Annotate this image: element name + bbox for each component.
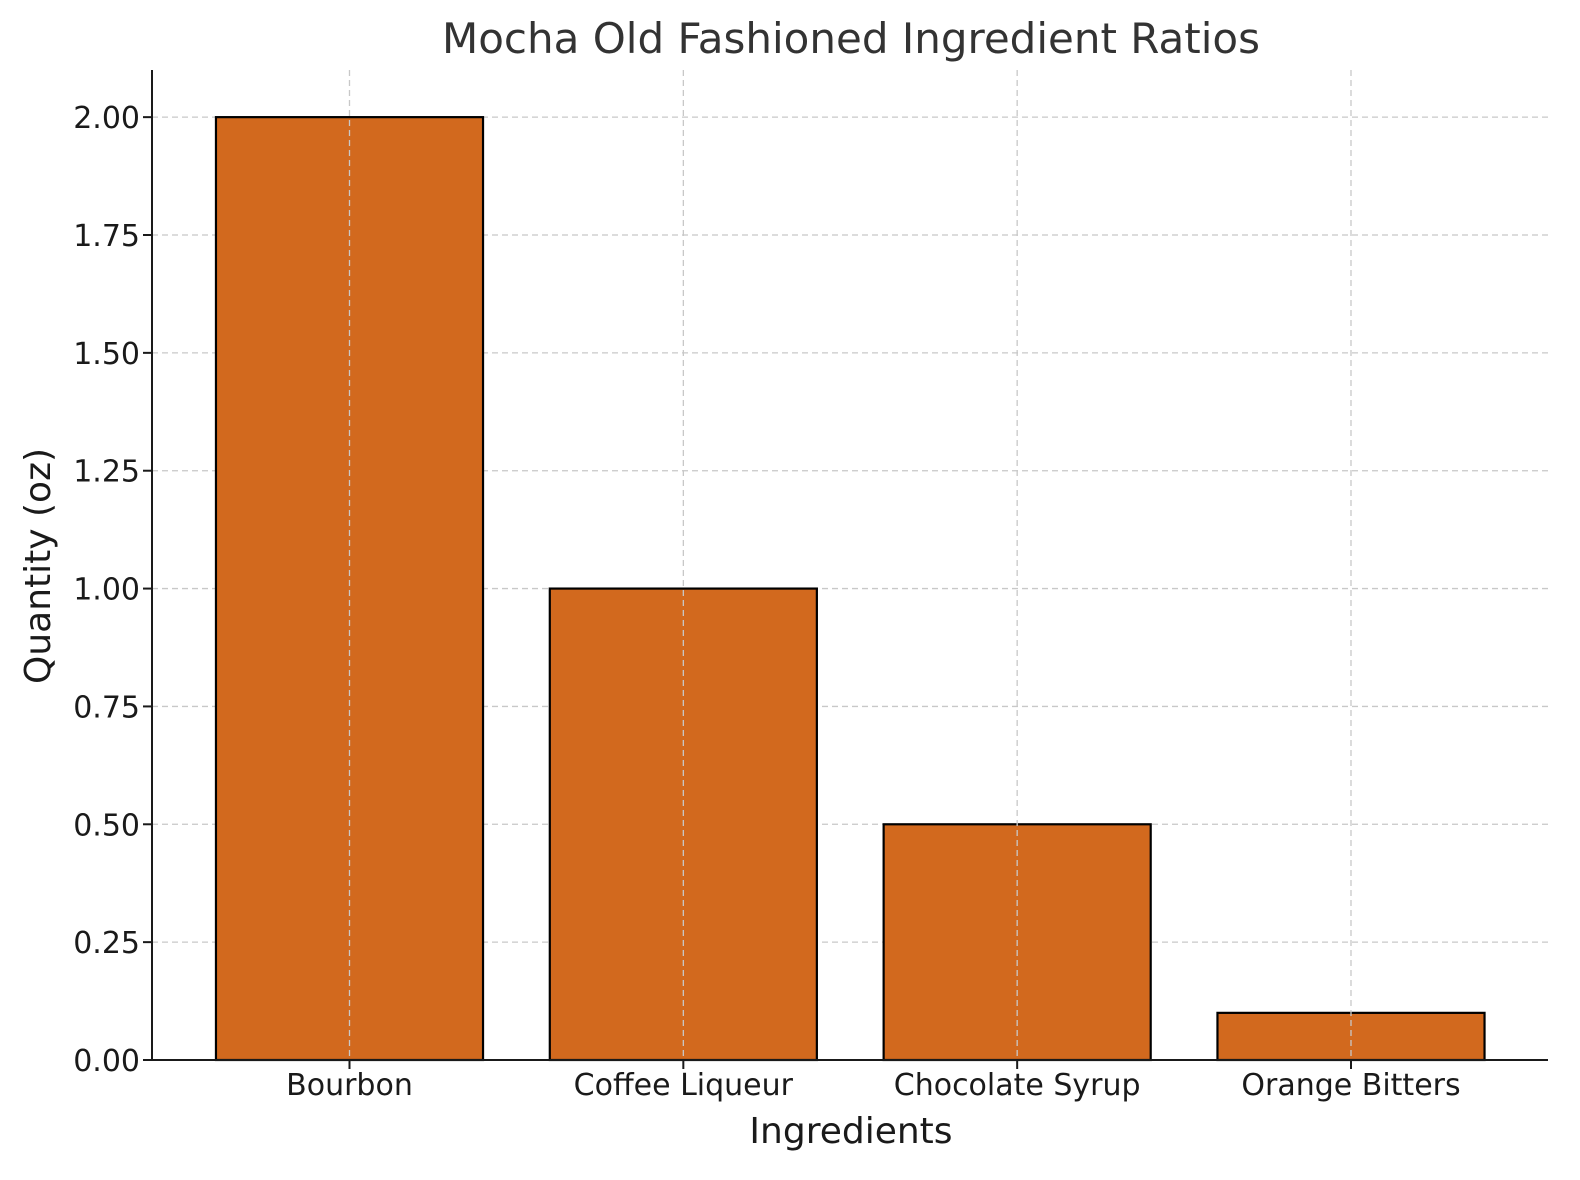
bar-bourbon — [214, 116, 485, 1062]
x-ticks-layer: Bourbon Coffee Liqueur Chocolate Syrup Oran… — [286, 1060, 1461, 1103]
y-tick-label: 1.50 — [73, 337, 140, 372]
y-tick-label: 2.00 — [73, 101, 140, 136]
y-ticks-layer: 0.00 0.25 0.50 0.75 1.00 1.25 1.50 1.75 2.00 — [73, 101, 152, 1079]
chart-title: Mocha Old Fashioned Ingredient Ratios — [442, 14, 1260, 63]
x-tick-label: Orange Bitters — [1241, 1068, 1460, 1103]
y-axis-label: Quantity (oz) — [18, 448, 59, 684]
y-tick-label: 1.00 — [73, 573, 140, 608]
y-tick-label: 0.25 — [73, 926, 140, 961]
x-grid-layer — [348, 70, 1352, 1060]
y-tick-label: 0.00 — [73, 1044, 140, 1079]
y-tick-label: 0.50 — [73, 808, 140, 843]
y-tick-label: 1.75 — [73, 219, 140, 254]
x-tick-label: Bourbon — [286, 1068, 413, 1103]
x-tick-label: Coffee Liqueur — [574, 1068, 794, 1103]
x-tick-label: Chocolate Syrup — [894, 1068, 1141, 1103]
y-tick-label: 0.75 — [73, 690, 140, 725]
x-axis-label: Ingredients — [749, 1111, 952, 1152]
y-tick-label: 1.25 — [73, 455, 140, 490]
